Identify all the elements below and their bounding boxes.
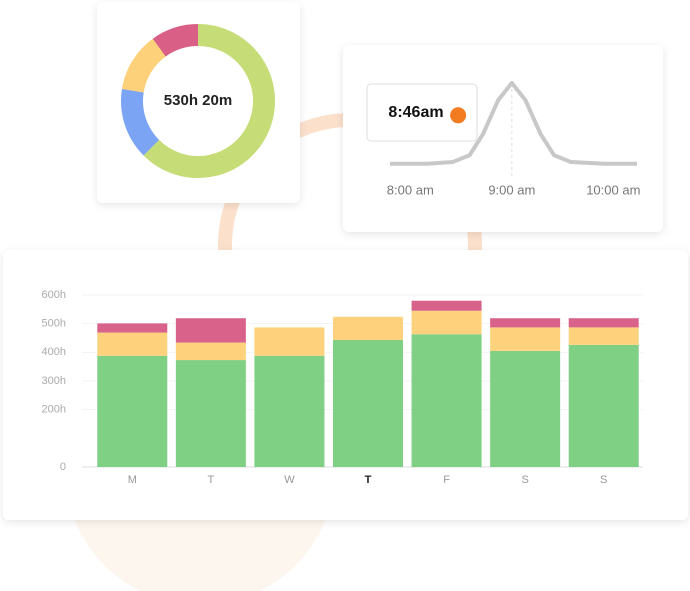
donut-segment xyxy=(143,24,275,178)
bar-segment xyxy=(175,318,246,343)
donut-segment xyxy=(121,38,167,93)
time-curve xyxy=(390,81,637,166)
donut-segment xyxy=(121,88,160,156)
bar-segment xyxy=(490,327,561,351)
x-tick-label: 10:00 am xyxy=(586,182,640,197)
bar-segment xyxy=(175,360,246,467)
x-tick-label: M xyxy=(128,474,137,486)
bar-segment xyxy=(254,355,325,467)
bar-segment xyxy=(254,327,325,356)
time-box xyxy=(366,83,478,142)
bar-chart: 0 200h 300h 400h 500h 600h M T W T F S S xyxy=(42,289,643,486)
bar-segment xyxy=(568,344,639,467)
x-tick-label: 9:00 am xyxy=(488,182,535,197)
donut-chart: 530h 20m xyxy=(121,24,275,178)
bar-segment xyxy=(490,350,561,467)
x-tick-label: T xyxy=(207,474,214,486)
bar-segment xyxy=(97,323,168,333)
bar-segment xyxy=(175,342,246,361)
x-tick-label: S xyxy=(521,474,528,486)
x-tick-label: S xyxy=(600,474,607,486)
bar-segment xyxy=(97,355,168,467)
y-tick-label: 600h xyxy=(42,289,66,301)
x-tick-label: 8:00 am xyxy=(387,182,434,197)
y-tick-label: 400h xyxy=(42,346,66,358)
time-box-label: 8:46am xyxy=(388,104,443,121)
time-chart: 8:00 am 9:00 am 10:00 am 8:46am xyxy=(366,81,640,197)
bar-segment xyxy=(411,334,482,467)
y-tick-label: 500h xyxy=(42,318,66,330)
y-tick-label: 300h xyxy=(42,375,66,387)
y-tick-label: 0 xyxy=(60,461,66,473)
x-tick-label: F xyxy=(443,474,450,486)
bar-segment xyxy=(411,300,482,311)
donut-center-label: 530h 20m xyxy=(164,92,232,109)
bar-segment xyxy=(568,318,639,328)
bar-segment xyxy=(568,327,639,345)
time-marker xyxy=(450,107,467,124)
x-tick-label: T xyxy=(365,474,372,486)
bar-segment xyxy=(333,340,403,467)
bar-segment xyxy=(97,332,168,356)
bar-segment xyxy=(490,318,561,328)
bar-segment xyxy=(411,310,482,335)
donut-segment xyxy=(152,24,199,57)
bar-segment xyxy=(333,316,403,341)
y-tick-label: 200h xyxy=(42,404,66,416)
x-tick-label: W xyxy=(284,474,295,486)
